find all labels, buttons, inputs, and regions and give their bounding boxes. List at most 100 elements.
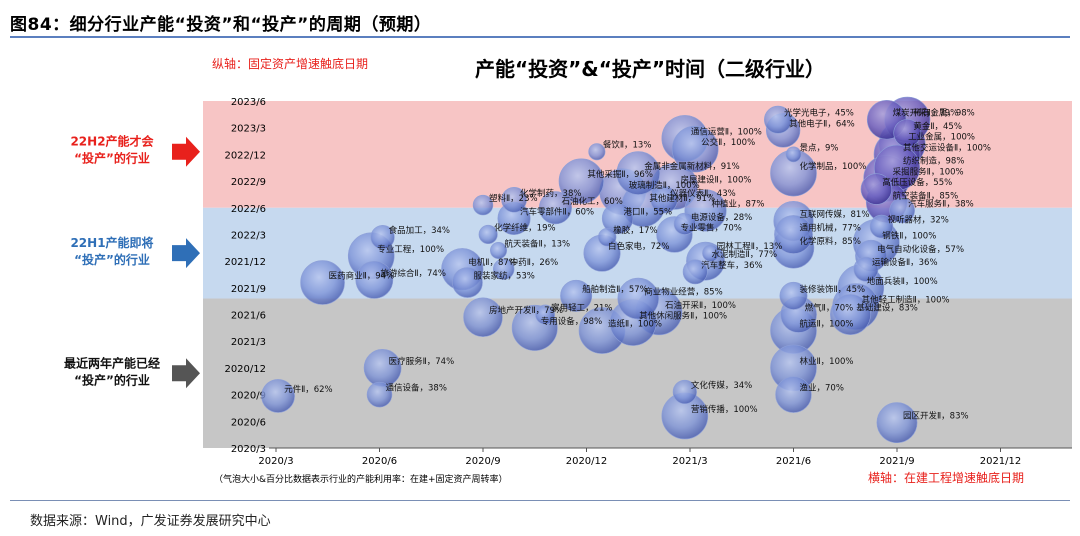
bubble[interactable]: [538, 191, 572, 225]
bubble[interactable]: [478, 224, 498, 244]
bubble-label: 互联网传媒，81%: [800, 209, 870, 220]
bubble[interactable]: [869, 214, 894, 239]
bubble-label: 专用设备，98%: [541, 316, 602, 327]
bubble-label: 黄金Ⅱ，45%: [913, 121, 962, 132]
bubble[interactable]: [702, 244, 720, 262]
bubble-label: 电机Ⅱ，87%: [468, 257, 517, 268]
bubble[interactable]: [363, 349, 402, 387]
source-note: 数据来源：Wind，广发证券发展研究中心: [30, 514, 271, 529]
bubble-label: 园区开发Ⅱ，83%: [903, 411, 969, 422]
bubble-label: 地面兵装Ⅱ，100%: [867, 276, 938, 287]
bubble[interactable]: [785, 146, 802, 163]
bubble[interactable]: [893, 119, 922, 147]
bubbles: [261, 96, 931, 444]
bubble[interactable]: [616, 151, 661, 195]
bubble-label: 电源设备，28%: [691, 212, 752, 223]
bubble-label: 餐饮Ⅱ，13%: [603, 140, 652, 151]
bubble[interactable]: [588, 143, 606, 161]
bubble-label: 旅游综合Ⅱ，74%: [380, 268, 446, 279]
bubble-label: 食品加工，34%: [389, 225, 450, 236]
bubble[interactable]: [775, 376, 812, 413]
bubble-label: 通用机械，77%: [800, 222, 861, 233]
bubble[interactable]: [673, 212, 696, 235]
bubble[interactable]: [672, 379, 697, 405]
bubble[interactable]: [774, 215, 813, 254]
bubble-label: 房屋建设Ⅱ，100%: [680, 174, 751, 185]
bubble[interactable]: [490, 241, 508, 259]
footer-rule: [10, 500, 1070, 501]
bubble-label: 渔业，70%: [800, 383, 844, 394]
bubble[interactable]: [558, 158, 604, 204]
bubble-label: 公交Ⅱ，100%: [701, 137, 755, 148]
bubble-label: 服装家纺，53%: [473, 271, 534, 282]
bubble-label: 石油化工，60%: [561, 196, 622, 207]
y-tick-label: 2021/12: [224, 257, 266, 268]
bubble-label: 房地产开发Ⅱ，79%: [489, 305, 563, 316]
y-tick-label: 2020/6: [231, 417, 266, 428]
bubble[interactable]: [535, 304, 555, 325]
y-tick-label: 2021/9: [231, 284, 266, 295]
bubble-label: 其他轻工制造Ⅱ，100%: [862, 295, 950, 306]
bubble-label: 营销传播，100%: [691, 404, 758, 415]
bubble[interactable]: [601, 202, 634, 235]
bubble-label: 其他采掘Ⅱ，96%: [587, 169, 653, 180]
bubble[interactable]: [355, 260, 394, 299]
bubble[interactable]: [830, 294, 871, 335]
bubble[interactable]: [853, 256, 879, 282]
bubble-label: 汽车零部件Ⅱ，60%: [520, 206, 594, 217]
x-tick-label: 2021/9: [879, 456, 914, 467]
bubble-label: 其他休闲服务Ⅱ，100%: [639, 311, 727, 322]
bubble[interactable]: [682, 259, 708, 285]
bubble-label: 金属非金属新材料，91%: [644, 161, 739, 172]
band-label-line2: “投产”的行业: [74, 151, 150, 166]
x-tick-label: 2020/12: [566, 456, 608, 467]
bubble[interactable]: [764, 105, 792, 134]
bubble-label: 水泥制造Ⅱ，77%: [712, 249, 778, 260]
bubble[interactable]: [560, 279, 593, 312]
bubble[interactable]: [463, 297, 503, 337]
bubble-label: 景点，9%: [800, 143, 839, 153]
bubble[interactable]: [501, 187, 527, 213]
bubble[interactable]: [492, 258, 515, 280]
bubble-label: 纺织制造，98%: [903, 156, 964, 167]
bubble[interactable]: [860, 173, 892, 205]
bubble[interactable]: [366, 381, 393, 408]
bubble-label: 船舶制造Ⅱ，57%: [582, 284, 648, 295]
bubble[interactable]: [261, 379, 295, 413]
bubble-label: 化学制品，100%: [800, 161, 867, 172]
bubble-label: 采掘服务Ⅱ，100%: [893, 166, 964, 177]
bubble[interactable]: [650, 186, 678, 214]
bubble[interactable]: [779, 281, 808, 310]
bubble-label: 港口Ⅱ，55%: [624, 206, 673, 217]
axes: 2020/3 2020/6 2020/9 2020/12 2021/3 2021/6 202…: [224, 97, 1072, 467]
bubble[interactable]: [671, 125, 719, 173]
bubble-label: 航天装备Ⅱ，13%: [505, 238, 571, 249]
figure-title: 图84：细分行业产能“投资”和“投产”的周期（预期）: [10, 15, 432, 35]
bubble-label: 高低压设备，55%: [882, 177, 952, 188]
bubble-label: 航运Ⅱ，100%: [800, 319, 854, 330]
bubble-label: 煤炭开采Ⅱ，79%: [893, 108, 959, 119]
y-axis-label: 纵轴：固定资产增速触底日期: [212, 56, 368, 71]
bubble-label: 中药Ⅱ，26%: [510, 257, 559, 268]
bubble[interactable]: [370, 225, 395, 250]
bubble[interactable]: [472, 194, 494, 216]
band-label-line2: “投产”的行业: [74, 372, 150, 387]
bubble-label: 石油开采Ⅱ，100%: [665, 300, 736, 311]
bubble-label: 医药商业Ⅱ，94%: [329, 271, 395, 282]
bubble-label: 家用轻工，21%: [551, 303, 612, 314]
bubble-label: 装修装饰Ⅱ，45%: [800, 284, 866, 295]
bubble-label: 视听器材，32%: [887, 214, 948, 225]
y-tick-label: 2022/3: [231, 230, 266, 241]
bubble[interactable]: [889, 197, 915, 224]
bubble-label: 汽车服务Ⅱ，38%: [908, 198, 974, 209]
bubble[interactable]: [876, 402, 918, 444]
bubble-label: 基础建设，83%: [856, 303, 917, 314]
bubble[interactable]: [300, 260, 345, 305]
y-tick-label: 2023/6: [231, 97, 266, 108]
bubble[interactable]: [452, 267, 483, 298]
bubble-label: 钢铁Ⅱ，100%: [882, 230, 936, 241]
bubble[interactable]: [598, 227, 617, 247]
bubble-label: 航空装备Ⅱ，85%: [893, 190, 959, 201]
bubble[interactable]: [617, 277, 659, 320]
